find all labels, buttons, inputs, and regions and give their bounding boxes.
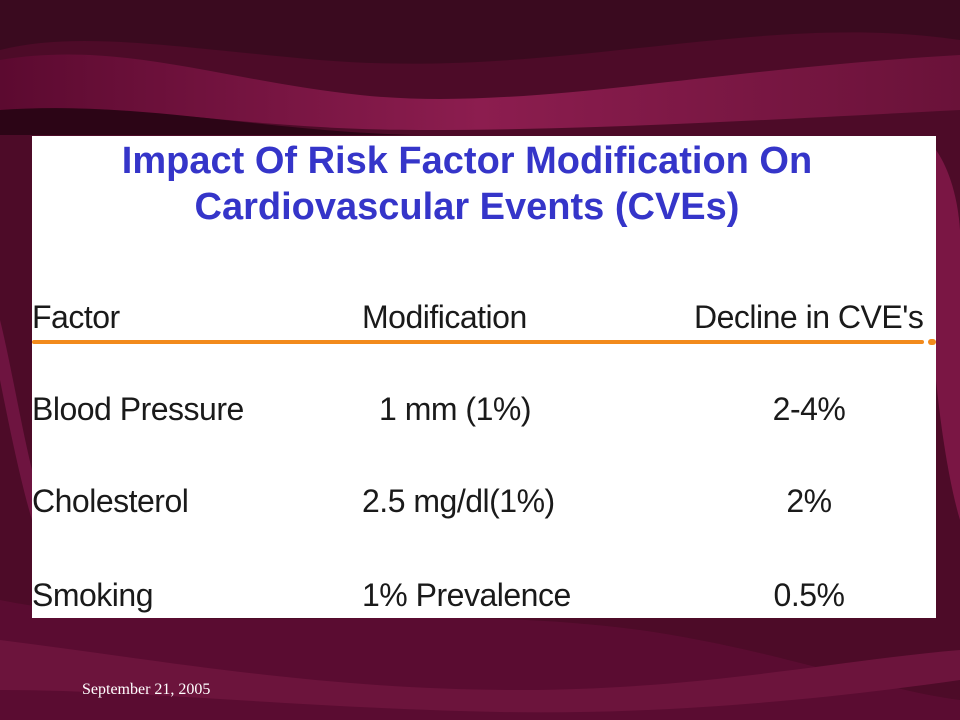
row-1-factor: Blood Pressure: [32, 391, 244, 427]
row-3-factor: Smoking: [32, 577, 154, 613]
header-decline: Decline in CVE's: [694, 299, 924, 335]
row-3-decline: 0.5%: [773, 577, 845, 613]
row-3-modification: 1% Prevalence: [362, 577, 571, 613]
row-2-modification: 2.5 mg/dl(1%): [362, 483, 555, 519]
slide-content-panel: Impact Of Risk Factor Modification On Ca…: [32, 136, 936, 618]
row-1-decline: 2-4%: [772, 391, 846, 427]
header-divider-end: [928, 339, 936, 345]
footer-date: September 21, 2005: [82, 681, 211, 698]
title-line-1: Impact Of Risk Factor Modification On: [121, 140, 813, 182]
header-factor: Factor: [32, 299, 120, 335]
slide-title: Impact Of Risk Factor Modification On Ca…: [32, 138, 902, 230]
row-1-modification: 1 mm (1%): [379, 391, 531, 427]
row-2-decline: 2%: [786, 483, 832, 519]
row-2-factor: Cholesterol: [32, 483, 189, 519]
header-modification: Modification: [362, 299, 527, 335]
header-divider: [32, 340, 924, 344]
title-line-2: Cardiovascular Events (CVEs): [194, 186, 740, 228]
